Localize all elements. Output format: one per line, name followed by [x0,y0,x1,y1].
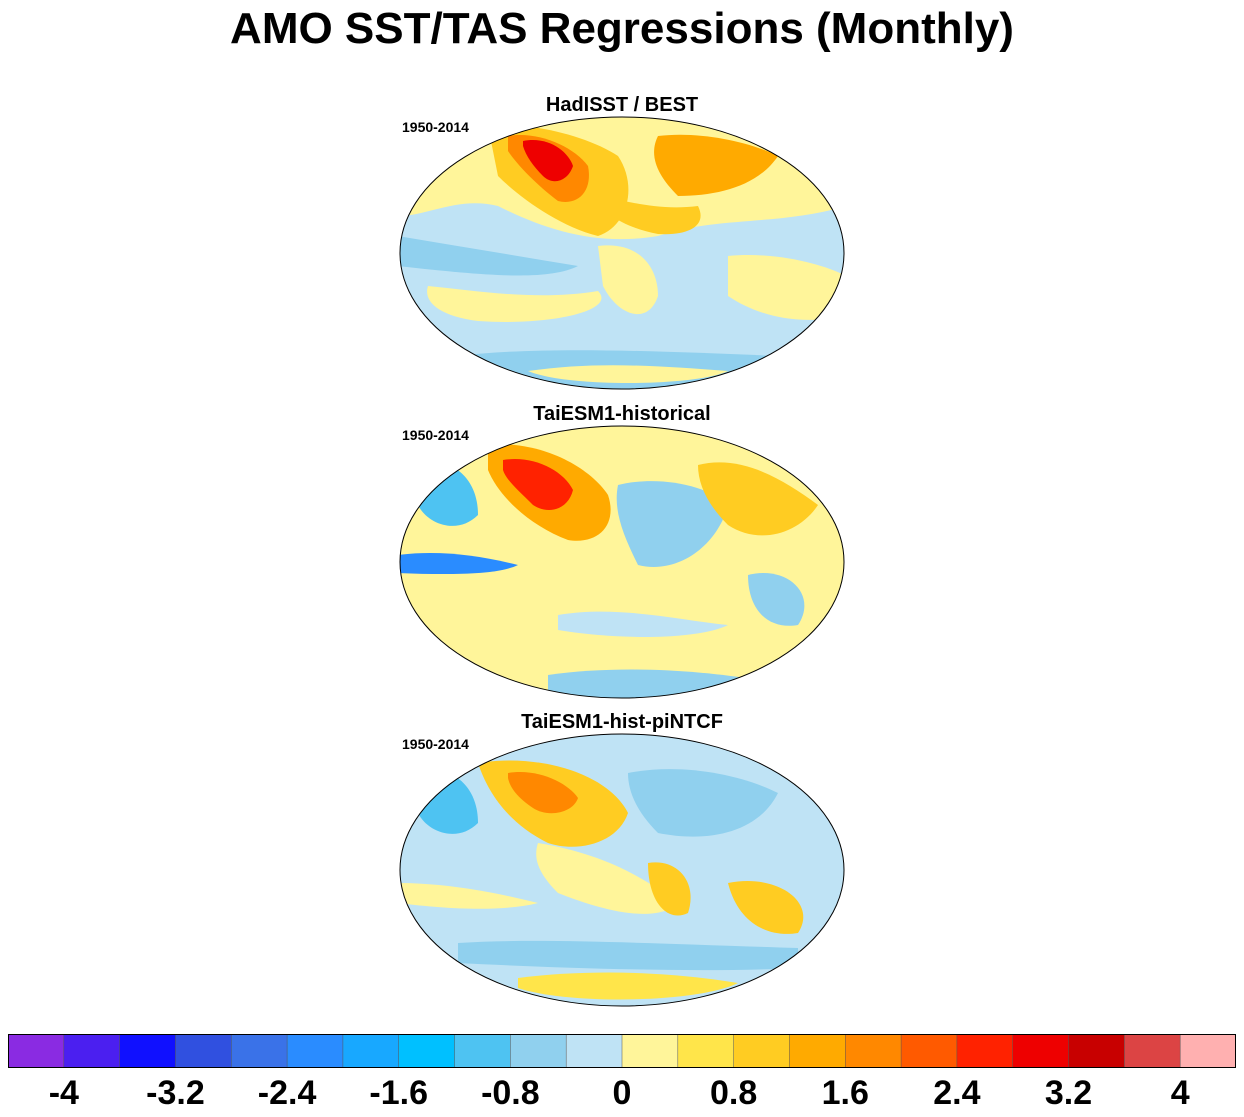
colorbar-swatch [621,1034,679,1068]
colorbar-swatch [286,1034,344,1068]
colorbar-swatch [845,1034,902,1068]
colorbar-swatch [733,1034,791,1068]
colorbar-swatch [1179,1034,1236,1068]
panel-period-1: 1950-2014 [402,119,469,135]
colorbar-tick-label: 2.4 [933,1074,981,1112]
colorbar-swatch [1068,1034,1126,1068]
colorbar-tick-label: 3.2 [1044,1074,1093,1112]
colorbar-swatch [1012,1034,1070,1068]
colorbar-swatch [1124,1034,1181,1068]
colorbar-swatch [63,1034,121,1068]
map-taiesm1-hist-pintcf [399,733,845,1007]
colorbar-swatch [231,1034,288,1068]
colorbar-swatch [454,1034,512,1068]
colorbar-swatch [900,1034,958,1068]
colorbar-tick-label: -1.6 [369,1074,429,1112]
figure-title: AMO SST/TAS Regressions (Monthly) [230,4,1014,53]
colorbar-swatch [342,1034,400,1068]
colorbar-swatch [398,1034,456,1068]
colorbar-tick-label: 0 [612,1074,632,1112]
panel-title-3: TaiESM1-hist-piNTCF [521,711,723,733]
colorbar-tick-label: 4 [1170,1074,1190,1112]
colorbar-tick-label: -0.8 [481,1074,540,1112]
colorbar-tick-label: 0.8 [709,1074,758,1112]
colorbar-tick-label: 1.6 [821,1074,869,1112]
panel-title-1: HadISST / BEST [545,94,699,116]
colorbar-swatch [956,1034,1014,1068]
map-hadisst-best [399,116,845,390]
panel-title-2: TaiESM1-historical [533,403,711,425]
colorbar-swatch [119,1034,177,1068]
colorbar-swatch [8,1034,65,1068]
panel-period-3: 1950-2014 [402,736,469,752]
colorbar-tick-label: -4 [48,1074,79,1112]
colorbar-swatch [789,1034,847,1068]
colorbar-swatch [677,1034,735,1068]
colorbar-swatch [565,1034,623,1068]
map-taiesm1-historical [399,425,845,699]
colorbar-tick-label: -2.4 [257,1074,317,1112]
colorbar-swatch [175,1034,233,1068]
colorbar [8,1034,1236,1068]
colorbar-swatch [510,1034,567,1068]
panel-period-2: 1950-2014 [402,427,469,443]
colorbar-tick-label: -3.2 [146,1074,205,1112]
